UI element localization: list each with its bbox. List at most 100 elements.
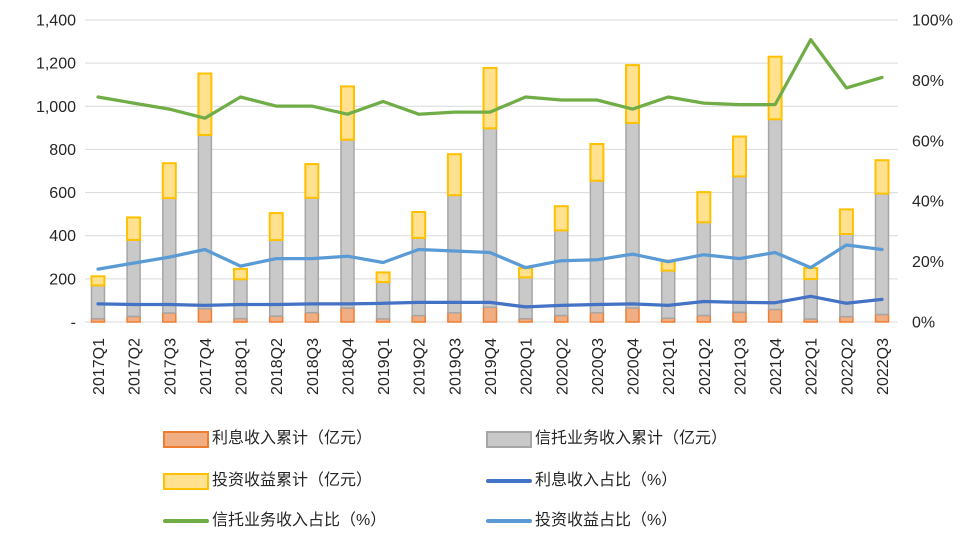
left-axis-tick-1000: 1,000 [36, 99, 76, 116]
left-axis-tick-800: 800 [49, 142, 76, 159]
bar-segment-investment-income-2019Q4 [482, 66, 498, 130]
x-axis-label-2018Q2: 2018Q2 [269, 338, 286, 395]
bar-segment-trust-income-2019Q1 [375, 281, 391, 320]
x-axis-label-2019Q3: 2019Q3 [447, 338, 464, 395]
x-axis-label-2022Q2: 2022Q2 [839, 338, 856, 395]
bar-segment-investment-income-2017Q4 [197, 72, 213, 136]
legend-swatch-investment-ratio [486, 519, 532, 523]
x-axis-label-2018Q1: 2018Q1 [234, 338, 251, 395]
bar-segment-investment-income-2021Q2 [696, 191, 712, 224]
x-axis-label-2022Q3: 2022Q3 [875, 338, 892, 395]
bar-segment-trust-income-2020Q4 [625, 122, 640, 309]
legend-label-interest-income: 利息收入累计（亿元） [212, 430, 373, 447]
bar-segment-interest-income-2019Q3 [447, 311, 462, 323]
bar-segment-interest-income-2020Q4 [625, 307, 640, 323]
x-axis-label-2017Q1: 2017Q1 [91, 338, 108, 395]
legend-item-interest-ratio: 利息收入占比（%） [486, 470, 677, 492]
left-axis-tick-600: 600 [49, 185, 76, 202]
bar-segment-trust-income-2021Q1 [660, 269, 676, 319]
right-axis-tick-100: 100% [912, 13, 953, 30]
legend-item-trust-ratio: 信托业务收入占比（%） [163, 510, 386, 532]
bar-segment-investment-income-2022Q2 [838, 208, 854, 235]
bar-segment-investment-income-2021Q3 [732, 135, 747, 178]
bar-segment-trust-income-2018Q1 [233, 278, 248, 320]
legend-item-interest-income: 利息收入累计（亿元） [163, 428, 372, 450]
bar-segment-interest-income-2017Q4 [197, 307, 213, 323]
bar-segment-investment-income-2021Q4 [767, 55, 783, 121]
x-axis-label-2019Q1: 2019Q1 [376, 338, 393, 395]
x-axis-label-2020Q3: 2020Q3 [590, 338, 607, 395]
bar-segment-investment-income-2022Q3 [874, 159, 890, 195]
line-investment-ratio [96, 243, 884, 271]
left-axis-tick-1200: 1,200 [36, 56, 76, 73]
legend-label-trust-ratio: 信托业务收入占比（%） [212, 512, 387, 529]
line-trust-ratio [96, 37, 884, 120]
x-axis-label-2021Q4: 2021Q4 [768, 338, 785, 395]
bar-segment-investment-income-2017Q1 [90, 275, 106, 287]
bar-segment-investment-income-2017Q3 [161, 162, 177, 200]
bar-segment-trust-income-2020Q1 [518, 276, 533, 320]
right-axis-tick-40: 40% [912, 194, 944, 211]
legend-swatch-trust-income [486, 430, 532, 448]
bar-segment-trust-income-2017Q1 [90, 284, 106, 320]
bar-segment-investment-income-2017Q2 [126, 216, 142, 241]
x-axis-label-2017Q2: 2017Q2 [127, 338, 144, 395]
bar-segment-interest-income-2017Q3 [162, 312, 177, 323]
x-axis-label-2021Q2: 2021Q2 [697, 338, 714, 395]
bar-segment-interest-income-2021Q2 [696, 314, 712, 323]
bar-segment-interest-income-2018Q3 [304, 311, 320, 323]
x-axis-label-2020Q2: 2020Q2 [554, 338, 571, 395]
bar-segment-investment-income-2019Q3 [446, 153, 462, 197]
legend-item-trust-income: 信托业务收入累计（亿元） [486, 428, 727, 450]
legend-label-investment-income: 投资收益累计（亿元） [212, 472, 373, 489]
left-axis-tick-200: 200 [49, 271, 76, 288]
bar-segment-investment-income-2018Q3 [304, 163, 320, 199]
x-axis-label-2020Q1: 2020Q1 [519, 338, 536, 395]
bar-segment-interest-income-2021Q4 [767, 308, 783, 323]
right-axis-tick-20: 20% [912, 254, 944, 271]
bar-segment-investment-income-2019Q1 [375, 271, 391, 284]
legend-swatch-trust-ratio [163, 519, 209, 523]
bar-segment-interest-income-2018Q4 [340, 307, 355, 323]
legend-swatch-interest-income [163, 430, 209, 448]
bar-segment-interest-income-2017Q2 [126, 315, 141, 323]
bar-segment-investment-income-2020Q1 [518, 267, 534, 279]
left-axis-tick-0: - [71, 315, 76, 332]
bar-segment-investment-income-2018Q1 [233, 267, 248, 281]
legend-swatch-interest-ratio [486, 479, 532, 483]
bar-segment-trust-income-2019Q3 [447, 194, 462, 314]
legend-label-interest-ratio: 利息收入占比（%） [535, 472, 678, 489]
x-axis-label-2017Q4: 2017Q4 [198, 338, 215, 395]
x-axis-label-2020Q4: 2020Q4 [626, 338, 643, 395]
left-axis-tick-1400: 1,400 [36, 13, 76, 30]
bar-segment-trust-income-2022Q3 [874, 192, 890, 316]
x-axis-label-2021Q3: 2021Q3 [733, 338, 750, 395]
x-axis-label-2018Q3: 2018Q3 [305, 338, 322, 395]
bar-segment-investment-income-2020Q3 [589, 143, 605, 182]
bar-segment-investment-income-2019Q2 [411, 211, 427, 239]
x-axis-label-2022Q1: 2022Q1 [804, 338, 821, 395]
bar-segment-trust-income-2020Q3 [589, 179, 605, 314]
bar-segment-trust-income-2019Q4 [482, 127, 498, 309]
bar-segment-interest-income-2020Q2 [554, 314, 569, 323]
bar-segment-interest-income-2022Q2 [839, 315, 854, 323]
bar-segment-interest-income-2019Q2 [411, 314, 426, 323]
x-axis-label-2017Q3: 2017Q3 [162, 338, 179, 395]
x-axis-label-2019Q2: 2019Q2 [412, 338, 429, 395]
bar-segment-interest-income-2022Q3 [874, 313, 890, 323]
bar-segment-investment-income-2020Q2 [553, 205, 569, 232]
legend-label-trust-income: 信托业务收入累计（亿元） [535, 430, 728, 447]
bar-segment-trust-income-2018Q4 [340, 138, 355, 309]
bar-segment-trust-income-2020Q2 [554, 229, 569, 317]
bar-segment-investment-income-2022Q1 [803, 267, 819, 281]
x-axis-label-2018Q4: 2018Q4 [341, 338, 358, 395]
x-axis-label-2021Q1: 2021Q1 [661, 338, 678, 395]
right-axis-tick-0: 0% [912, 315, 935, 332]
legend-item-investment-income: 投资收益累计（亿元） [163, 470, 372, 492]
legend-label-investment-ratio: 投资收益占比（%） [535, 512, 678, 529]
line-interest-ratio [96, 294, 884, 309]
x-axis-label-2019Q4: 2019Q4 [483, 338, 500, 395]
right-axis-tick-60: 60% [912, 133, 944, 150]
bar-segment-interest-income-2020Q3 [589, 311, 605, 323]
